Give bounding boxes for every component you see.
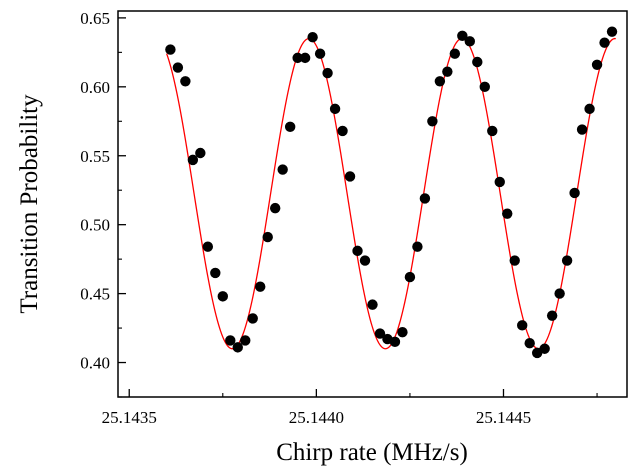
data-point bbox=[240, 335, 251, 346]
data-point bbox=[217, 291, 228, 302]
data-point bbox=[404, 271, 416, 283]
data-point bbox=[202, 241, 214, 252]
y-tick-label: 0.50 bbox=[80, 216, 110, 235]
data-point bbox=[449, 48, 461, 59]
data-point bbox=[554, 288, 565, 299]
x-axis: 25.1435 25.1440 25.1445 bbox=[102, 389, 598, 427]
data-point bbox=[195, 147, 206, 159]
data-point bbox=[232, 342, 243, 353]
data-point bbox=[494, 176, 505, 188]
data-point bbox=[374, 328, 386, 339]
data-point bbox=[606, 26, 618, 37]
x-tick-label: 25.1435 bbox=[102, 408, 157, 427]
y-tick-label: 0.45 bbox=[80, 285, 110, 304]
data-point bbox=[367, 299, 378, 310]
data-point bbox=[307, 31, 318, 43]
data-point bbox=[427, 116, 438, 127]
data-point bbox=[255, 281, 266, 292]
data-point bbox=[464, 36, 476, 47]
y-axis: 0.40 0.45 0.50 0.55 0.60 0.65 bbox=[80, 9, 126, 398]
data-point bbox=[284, 121, 296, 132]
data-point bbox=[539, 343, 550, 354]
data-point bbox=[569, 187, 580, 199]
y-tick-label: 0.40 bbox=[80, 354, 110, 373]
data-point bbox=[502, 208, 513, 219]
data-point bbox=[546, 310, 558, 321]
data-point bbox=[337, 125, 348, 137]
data-point bbox=[509, 255, 520, 266]
y-tick-label: 0.65 bbox=[80, 9, 110, 28]
x-tick-label: 25.1440 bbox=[289, 408, 344, 427]
data-point bbox=[434, 76, 446, 87]
y-tick-label: 0.55 bbox=[80, 147, 110, 166]
data-point bbox=[479, 81, 490, 93]
data-point bbox=[561, 255, 573, 266]
data-point bbox=[576, 124, 588, 135]
data-point bbox=[591, 59, 603, 70]
x-tick-label: 25.1445 bbox=[476, 408, 531, 427]
data-point bbox=[247, 313, 258, 324]
data-point bbox=[389, 336, 401, 348]
data-point bbox=[344, 171, 356, 182]
data-point bbox=[299, 52, 311, 64]
data-point bbox=[210, 267, 221, 279]
data-point bbox=[524, 338, 535, 349]
data-point bbox=[412, 241, 423, 252]
y-tick-label: 0.60 bbox=[80, 78, 110, 97]
data-point bbox=[314, 48, 326, 59]
fit-curve bbox=[166, 37, 616, 350]
data-point bbox=[180, 76, 191, 87]
data-point bbox=[584, 103, 595, 115]
data-point bbox=[359, 255, 371, 266]
y-axis-title: Transition Probability bbox=[16, 94, 43, 314]
data-point bbox=[292, 52, 303, 64]
data-point bbox=[352, 245, 363, 257]
data-points bbox=[165, 26, 618, 359]
data-point bbox=[472, 56, 483, 68]
data-point bbox=[457, 30, 468, 42]
data-point bbox=[442, 66, 453, 77]
data-point bbox=[269, 202, 281, 214]
data-point bbox=[487, 125, 498, 137]
data-point bbox=[329, 103, 341, 115]
data-point bbox=[225, 335, 236, 346]
data-point bbox=[419, 193, 431, 204]
data-point bbox=[187, 154, 199, 166]
plot-frame bbox=[117, 10, 628, 398]
data-point bbox=[517, 320, 528, 331]
data-point bbox=[262, 231, 273, 243]
x-axis-title: Chirp rate (MHz/s) bbox=[276, 439, 468, 466]
data-point bbox=[322, 67, 333, 79]
data-point bbox=[165, 44, 176, 55]
data-point bbox=[599, 37, 610, 48]
data-point bbox=[277, 164, 288, 175]
data-point bbox=[397, 327, 408, 338]
data-point bbox=[172, 62, 184, 73]
